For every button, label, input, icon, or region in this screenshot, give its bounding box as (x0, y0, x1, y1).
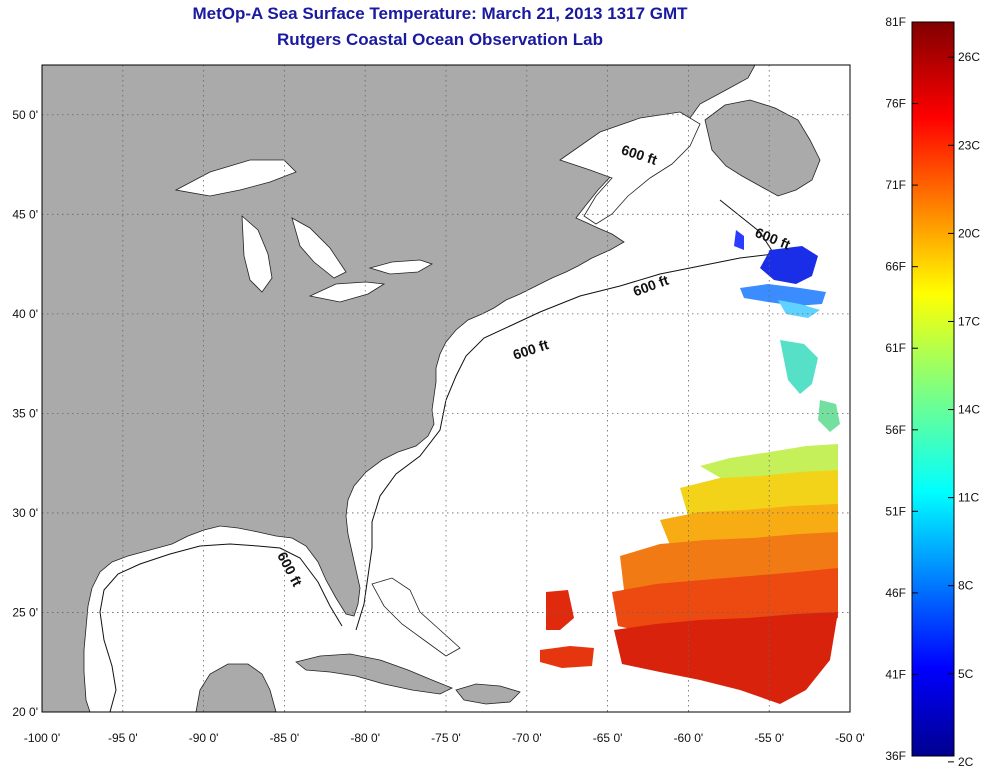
colorbar-fahrenheit-label: 51F (885, 504, 906, 518)
longitude-tick-label: -70 0' (512, 731, 542, 745)
colorbar-celsius-label: 17C (958, 314, 980, 328)
latitude-tick-label: 50 0' (12, 108, 38, 122)
latitude-tick-label: 30 0' (12, 506, 38, 520)
colorbar-fahrenheit-label: 61F (885, 341, 906, 355)
latitude-axis: 20 0' 25 0' 30 0' 35 0' 40 0' 45 0' 50 0' (12, 108, 38, 719)
great-lakes (174, 159, 433, 303)
longitude-tick-label: -100 0' (24, 731, 60, 745)
map-title: MetOp-A Sea Surface Temperature: March 2… (192, 4, 688, 23)
longitude-tick-label: -85 0' (270, 731, 300, 745)
colorbar-fahrenheit-label: 81F (885, 15, 906, 29)
map-frame (41, 64, 851, 713)
colorbar-fahrenheit-label: 71F (885, 178, 906, 192)
depth-contour-600ft (99, 199, 775, 712)
colorbar-fahrenheit-label: 41F (885, 667, 906, 681)
colorbar-fahrenheit-label: 36F (885, 749, 906, 763)
colorbar-fahrenheit-label: 76F (885, 97, 906, 111)
longitude-tick-label: -90 0' (189, 731, 219, 745)
colorbar-celsius-label: 26C (958, 50, 980, 64)
colorbar-celsius-label: 8C (958, 579, 974, 593)
longitude-tick-label: -55 0' (754, 731, 784, 745)
latitude-tick-label: 35 0' (12, 406, 38, 420)
newfoundland-land (704, 99, 821, 197)
latitude-tick-label: 45 0' (12, 207, 38, 221)
longitude-tick-label: -65 0' (593, 731, 623, 745)
hispaniola-land (455, 683, 521, 705)
gulf-of-st-lawrence (559, 111, 701, 225)
colorbar-fahrenheit-label: 46F (885, 586, 906, 600)
colorbar-celsius-label: 11C (958, 491, 979, 505)
latitude-tick-label: 40 0' (12, 307, 38, 321)
longitude-tick-label: -80 0' (350, 731, 380, 745)
colorbar-fahrenheit-label: 56F (885, 423, 906, 437)
longitude-axis: -100 0' -95 0' -90 0' -85 0' -80 0' -75 0' -70… (24, 731, 865, 745)
yucatan-land (195, 663, 277, 712)
colorbar-celsius-label: 14C (958, 403, 980, 417)
colorbar-fahrenheit-label: 66F (885, 260, 906, 274)
colorbar-celsius-label: 23C (958, 138, 980, 152)
longitude-tick-label: -60 0' (674, 731, 704, 745)
colorbar-celsius-label: 2C (958, 755, 974, 769)
longitude-tick-label: -95 0' (108, 731, 138, 745)
colorbar-celsius-labels: 26C 23C 20C 17C 14C 11C 8C 5C 2C (948, 50, 980, 769)
latitude-tick-label: 20 0' (12, 705, 38, 719)
sst-data (540, 230, 840, 704)
longitude-tick-label: -50 0' (835, 731, 865, 745)
bahamas-shoals (371, 577, 461, 657)
north-america-land (42, 65, 756, 712)
latitude-tick-label: 25 0' (12, 605, 38, 619)
map-subtitle: Rutgers Coastal Ocean Observation Lab (277, 30, 603, 49)
colorbar-fahrenheit-labels: 81F 76F 71F 66F 61F 56F 51F 46F 41F 36F (885, 15, 918, 763)
colorbar-celsius-label: 5C (958, 667, 974, 681)
longitude-tick-label: -75 0' (431, 731, 461, 745)
colorbar-celsius-label: 20C (958, 226, 980, 240)
colorbar (911, 21, 955, 757)
